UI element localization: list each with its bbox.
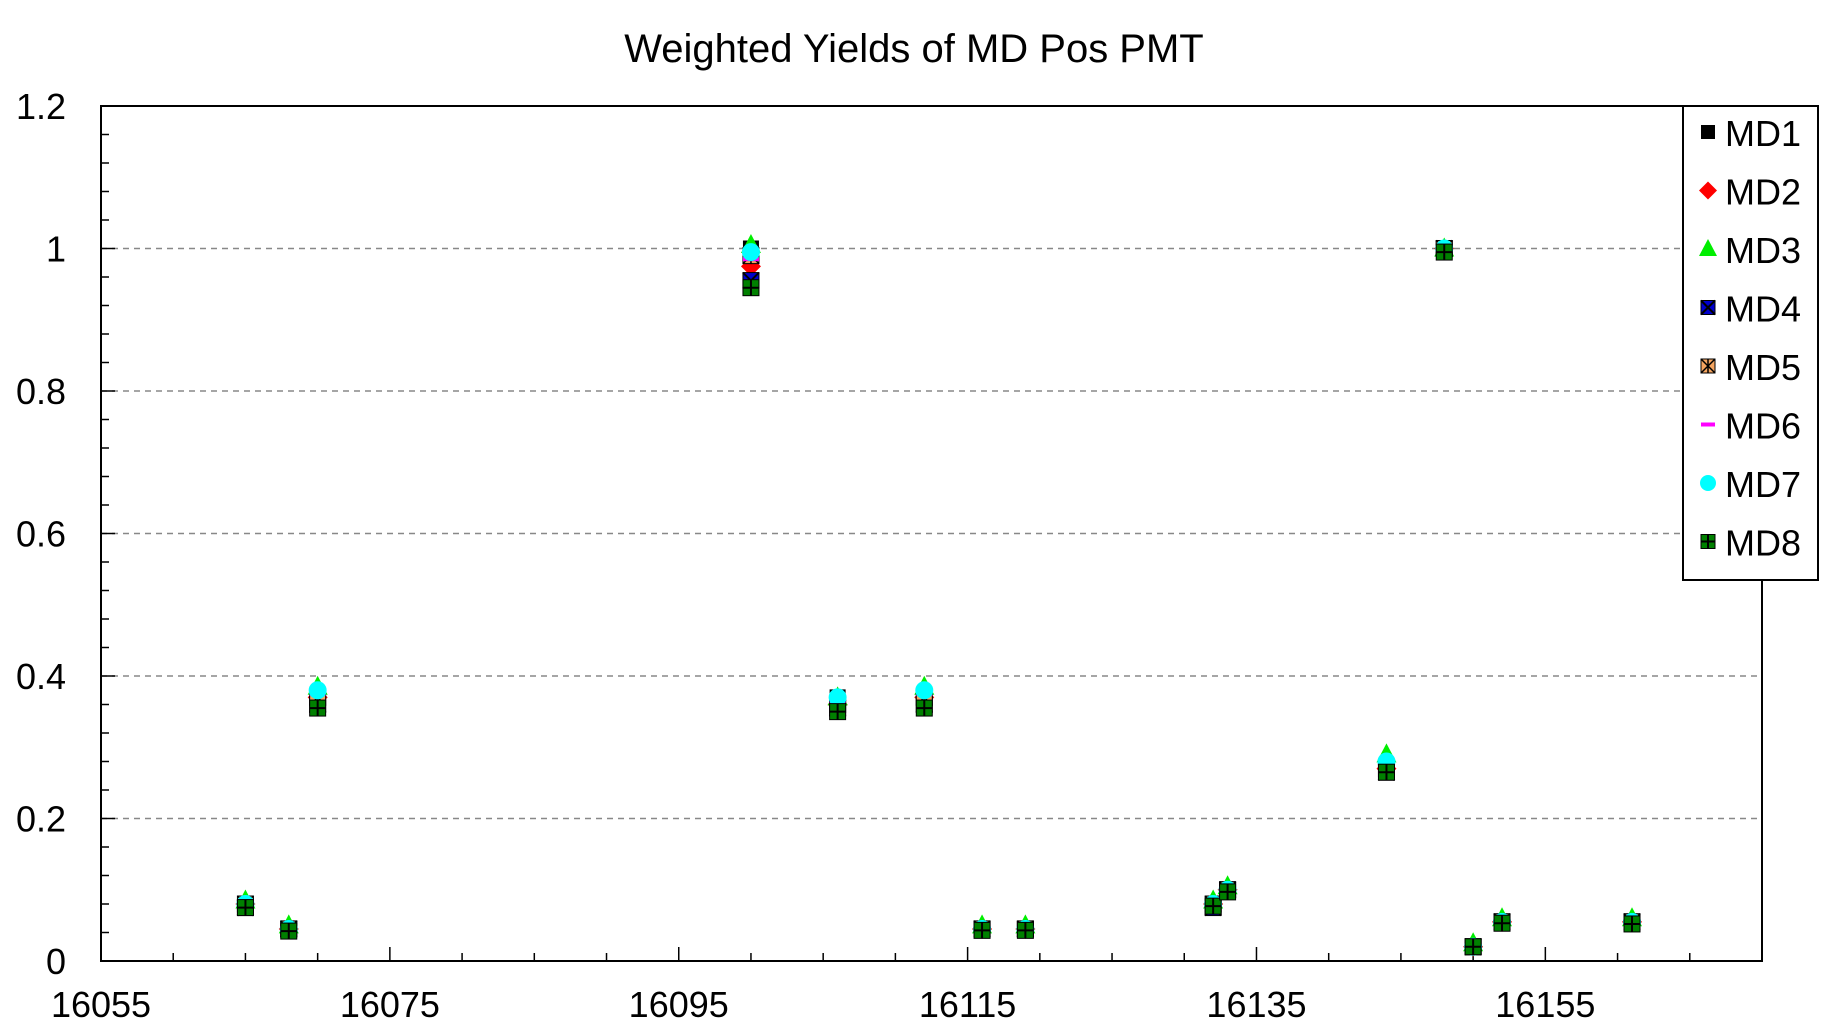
data-point-md7 [915, 681, 934, 700]
axis-ticks [100, 105, 1763, 962]
y-axis-tick-labels: 0 0.2 0.4 0.6 0.8 1 1.2 [16, 86, 66, 982]
legend-label-md6: MD6 [1725, 406, 1801, 447]
legend-marker-md4 [1700, 299, 1716, 316]
data-point-md8 [829, 703, 847, 721]
series-md3 [235, 233, 1643, 952]
data-point-md8 [915, 699, 933, 717]
legend-label-md4: MD4 [1725, 289, 1801, 330]
legend-marker-md2 [1699, 181, 1717, 200]
legend: MD1 MD2 MD3 MD4 MD5 MD6 MD7 MD8 [1682, 105, 1819, 581]
data-point-md8 [973, 921, 991, 939]
data-point-md7 [741, 243, 760, 262]
y-tick-label: 0.2 [16, 799, 66, 840]
legend-label-md7: MD7 [1725, 464, 1801, 505]
data-point-md8 [1016, 921, 1034, 939]
series-md2 [235, 238, 1643, 957]
data-point-md8 [309, 699, 327, 717]
data-point-md8 [1493, 914, 1511, 932]
series-md1 [237, 240, 1641, 955]
grid-lines [101, 247, 1762, 820]
legend-label-md5: MD5 [1725, 347, 1801, 388]
legend-marker-md3 [1699, 239, 1717, 256]
data-point-md8 [1204, 897, 1222, 915]
data-point-md7 [828, 688, 847, 707]
x-tick-label: 16075 [340, 984, 440, 1025]
series-md4 [236, 239, 1641, 956]
legend-label-md2: MD2 [1725, 172, 1801, 213]
legend-marker-md1 [1701, 125, 1715, 139]
legend-label-md1: MD1 [1725, 113, 1801, 154]
series-md7 [236, 239, 1642, 956]
y-tick-label: 0.4 [16, 656, 66, 697]
x-tick-label: 16055 [51, 984, 151, 1025]
data-points [235, 233, 1643, 957]
x-tick-label: 16155 [1495, 984, 1595, 1025]
legend-marker-md5 [1700, 358, 1716, 374]
data-point-md8 [236, 899, 254, 917]
legend-marker-md6 [1701, 422, 1715, 427]
data-point-md8 [1377, 763, 1395, 781]
legend-marker-md7 [1700, 475, 1716, 491]
legend-label-md8: MD8 [1725, 523, 1801, 564]
legend-label-md3: MD3 [1725, 230, 1801, 271]
x-tick-label: 16135 [1206, 984, 1306, 1025]
data-point-md8 [1435, 243, 1453, 261]
legend-marker-md8 [1700, 534, 1716, 549]
y-tick-label: 1.2 [16, 86, 66, 127]
y-tick-label: 0.6 [16, 514, 66, 555]
x-tick-label: 16115 [919, 984, 1016, 1025]
x-tick-label: 16095 [629, 984, 729, 1025]
y-tick-label: 1 [46, 229, 66, 270]
data-point-md8 [280, 922, 298, 940]
data-point-md8 [1219, 883, 1237, 901]
y-tick-label: 0.8 [16, 371, 66, 412]
legend-marker-md4-stroke [1700, 299, 1716, 316]
chart-title: Weighted Yields of MD Pos PMT [624, 27, 1204, 71]
data-point-md8 [1464, 938, 1482, 956]
series-md8 [236, 243, 1641, 956]
series-md5 [236, 239, 1641, 956]
data-point-md8 [742, 279, 760, 297]
data-point-md7 [308, 681, 327, 700]
series-md6 [237, 246, 1641, 949]
y-tick-label: 0 [46, 941, 66, 982]
data-point-md8 [1623, 915, 1641, 933]
x-axis-tick-labels: 16055 16075 16095 16115 16135 16155 [51, 984, 1595, 1025]
